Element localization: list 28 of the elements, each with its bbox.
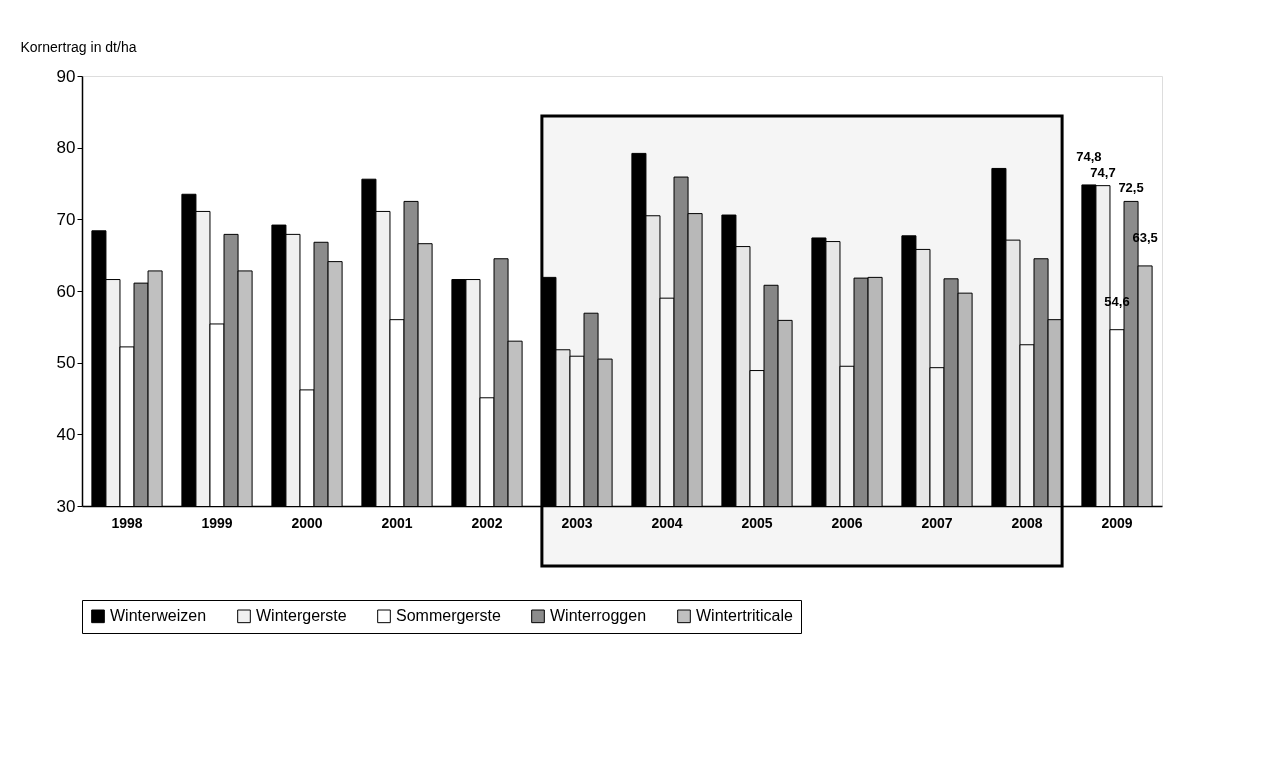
- data-label: 74,7: [1090, 164, 1116, 180]
- x-tick-label: 2007: [921, 514, 953, 531]
- y-axis-title: Kornertrag in dt/ha: [20, 38, 137, 55]
- y-tick-label: 30: [56, 496, 76, 516]
- legend-label: Wintertriticale: [696, 607, 794, 625]
- y-tick-label: 70: [56, 209, 76, 229]
- legend-label: Winterweizen: [110, 607, 207, 625]
- legend-label: Winterroggen: [550, 607, 647, 625]
- x-tick-label: 2003: [561, 514, 593, 531]
- y-tick-label: 80: [56, 138, 76, 158]
- y-tick-label: 50: [56, 353, 76, 373]
- x-tick-label: 2005: [741, 514, 773, 531]
- x-tick-label: 2002: [471, 514, 503, 531]
- legend-label: Sommergerste: [396, 607, 502, 625]
- x-tick-label: 2008: [1011, 514, 1043, 531]
- y-tick-label: 40: [56, 424, 76, 444]
- x-tick-label: 2009: [1101, 514, 1133, 531]
- y-tick-label: 60: [56, 281, 76, 301]
- x-tick-label: 1999: [201, 514, 233, 531]
- y-tick-label: 90: [56, 66, 76, 86]
- data-label: 74,8: [1076, 148, 1102, 164]
- x-tick-label: 1998: [111, 514, 143, 531]
- x-tick-label: 2000: [291, 514, 323, 531]
- x-tick-label: 2001: [381, 514, 413, 531]
- x-tick-label: 2004: [651, 514, 683, 531]
- data-label: 72,5: [1118, 180, 1144, 196]
- x-tick-label: 2006: [831, 514, 863, 531]
- legend-label: Wintergerste: [256, 607, 347, 625]
